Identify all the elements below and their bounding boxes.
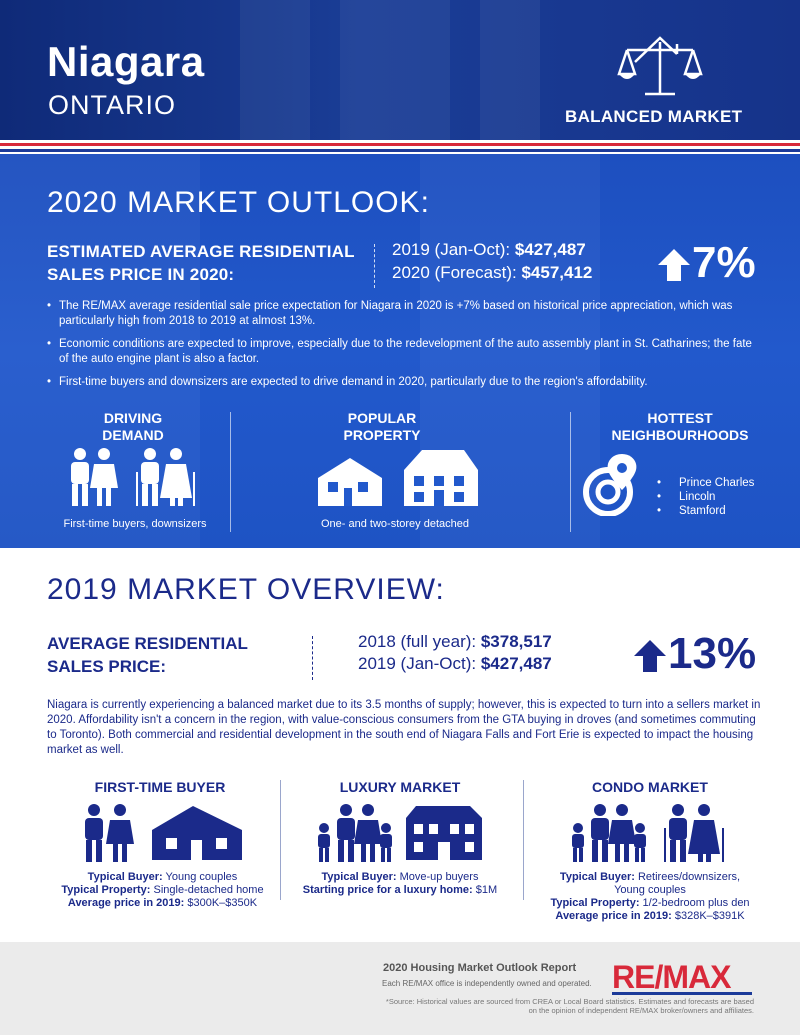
outlook-title: 2020 MARKET OUTLOOK: [47, 186, 430, 219]
outlook-price-2019: 2019 (Jan-Oct): $427,487 [392, 240, 586, 259]
popular-property-heading: POPULAR PROPERTY [343, 410, 421, 443]
driving-demand-caption: First-time buyers, downsizers [63, 518, 207, 530]
header-banner: Niagara ONTARIO BALANCED MARKET [0, 0, 800, 140]
first-time-buyer-heading: FIRST-TIME BUYER [94, 779, 226, 795]
divider [523, 780, 524, 900]
remax-logo: RE/MAX [612, 959, 731, 995]
popular-property-caption: One- and two-storey detached [321, 518, 469, 530]
overview-price-2019: 2019 (Jan-Oct): $427,487 [358, 654, 552, 673]
overview-title: 2019 MARKET OVERVIEW: [47, 573, 445, 606]
footer: 2020 Housing Market Outlook Report Each … [0, 942, 800, 1035]
condo-market-heading: CONDO MARKET [592, 779, 708, 795]
overview-price-2018: 2018 (full year): $378,517 [358, 632, 552, 651]
city-name: Niagara [47, 38, 205, 85]
neighbourhood-list: Prince Charles Lincoln Stamford [657, 476, 754, 518]
list-item: Prince Charles [657, 476, 754, 490]
divider [280, 780, 281, 900]
family-seniors-icon [572, 804, 724, 862]
hottest-neighbourhoods-heading: HOTTEST NEIGHBOURHOODS [611, 410, 749, 443]
background-building [480, 0, 540, 140]
source-note: *Source: Historical values are sourced f… [385, 997, 754, 1015]
divider [570, 412, 571, 532]
arrow-up-icon [658, 249, 690, 281]
divider [374, 244, 375, 288]
list-item: Stamford [657, 504, 754, 518]
location-pin-icon [583, 454, 637, 516]
overview-price-label: AVERAGE RESIDENTIAL SALES PRICE: [47, 634, 248, 676]
bullet-item: Economic conditions are expected to impr… [47, 337, 757, 367]
divider [312, 636, 313, 680]
first-time-buyer-info: Typical Buyer: Young couples Typical Pro… [61, 871, 264, 909]
background-building [240, 0, 310, 140]
bullet-item: The RE/MAX average residential sale pric… [47, 299, 757, 329]
overview-paragraph: Niagara is currently experiencing a bala… [47, 699, 761, 756]
background-building [340, 0, 450, 140]
driving-demand-heading: DRIVING DEMAND [102, 410, 164, 443]
people-icon [71, 448, 195, 506]
family-house-icon [318, 804, 482, 862]
province-name: ONTARIO [48, 90, 176, 120]
luxury-market-info: Typical Buyer: Move-up buyers Starting p… [302, 871, 498, 896]
balanced-scale-icon [617, 36, 703, 96]
logo-underline [612, 992, 752, 995]
bullet-item: First-time buyers and downsizers are exp… [47, 375, 757, 390]
outlook-price-label: ESTIMATED AVERAGE RESIDENTIAL SALES PRIC… [47, 242, 355, 284]
house-icon [318, 450, 478, 506]
list-item: Lincoln [657, 490, 754, 504]
market-type-label: BALANCED MARKET [565, 107, 743, 126]
outlook-bullets: The RE/MAX average residential sale pric… [47, 299, 757, 398]
outlook-section: 2020 MARKET OUTLOOK: ESTIMATED AVERAGE R… [0, 154, 800, 548]
stripe-divider [0, 140, 800, 154]
condo-market-info: Typical Buyer: Retirees/downsizers, Youn… [550, 871, 750, 922]
divider [230, 412, 231, 532]
luxury-market-heading: LUXURY MARKET [339, 779, 461, 795]
report-title: 2020 Housing Market Outlook Report [383, 962, 577, 974]
arrow-up-icon [634, 640, 666, 672]
overview-change-percent: 13% [668, 629, 757, 678]
ownership-note: Each RE/MAX office is independently owne… [382, 979, 592, 988]
outlook-change-percent: 7% [692, 238, 756, 287]
couple-house-icon [85, 804, 242, 862]
outlook-price-2020: 2020 (Forecast): $457,412 [392, 263, 593, 282]
